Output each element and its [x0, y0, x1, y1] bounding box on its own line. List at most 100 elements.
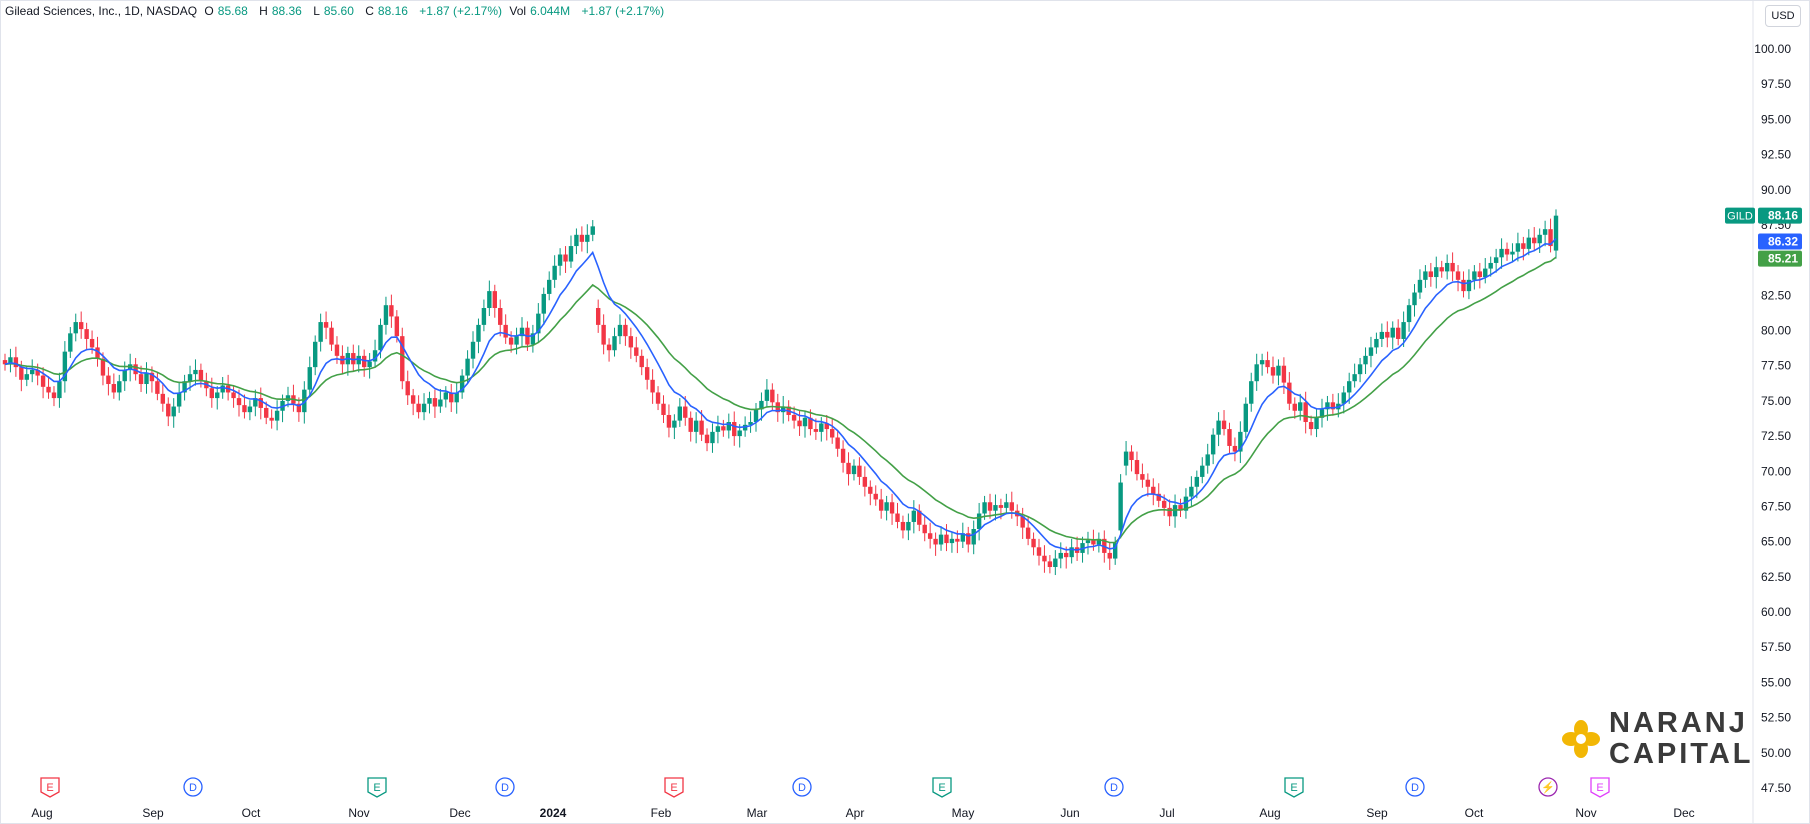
candle-body — [601, 324, 606, 345]
candle-body — [944, 534, 949, 544]
x-tick-label: May — [952, 806, 975, 820]
y-tick-label: 67.50 — [1761, 499, 1791, 513]
candle-body — [884, 502, 889, 511]
x-tick-label: Nov — [1575, 806, 1596, 820]
candle-body — [1281, 365, 1287, 383]
x-tick-label: 2024 — [540, 806, 567, 820]
candle-body — [563, 254, 568, 262]
candle-body — [906, 521, 911, 531]
candle-body — [634, 347, 639, 356]
candle-body — [106, 375, 111, 385]
candle-body — [873, 493, 878, 500]
candle-body — [1009, 502, 1014, 511]
x-tick-label: Aug — [31, 806, 52, 820]
event-label: D — [798, 782, 806, 794]
candle-body — [122, 369, 127, 382]
candle-body — [1254, 364, 1259, 382]
logo: NARANJ CAPITAL — [1561, 708, 1754, 770]
candle-body — [1020, 516, 1025, 528]
logo-line-1: NARANJ — [1609, 707, 1748, 739]
close-value: 88.16 — [377, 4, 408, 18]
candle-body — [356, 355, 361, 365]
candle-body — [318, 322, 323, 342]
candle-body — [1064, 552, 1069, 558]
event-marker[interactable] — [1538, 777, 1558, 797]
event-marker[interactable] — [792, 777, 812, 797]
candle-body — [1319, 409, 1325, 418]
candle-body — [710, 431, 715, 444]
event-marker[interactable] — [1284, 777, 1304, 798]
event-marker[interactable] — [1590, 777, 1610, 798]
candle-body — [1493, 257, 1499, 263]
candle-body — [862, 476, 868, 487]
candle-body — [459, 375, 465, 393]
y-tick-label: 57.50 — [1761, 640, 1791, 654]
candle-body — [976, 513, 982, 529]
candle-body — [1488, 262, 1493, 269]
candle-body — [400, 336, 405, 382]
event-label: D — [1110, 782, 1118, 794]
y-tick-label: 82.50 — [1761, 288, 1791, 302]
event-marker[interactable] — [1104, 777, 1124, 797]
event-marker[interactable] — [183, 777, 203, 797]
candle-body — [1314, 417, 1319, 430]
candle-body — [1434, 267, 1439, 278]
candle-body — [258, 398, 263, 408]
price-label-box — [1758, 250, 1802, 267]
candle-body — [1532, 237, 1537, 244]
y-tick-label: 62.50 — [1761, 570, 1791, 584]
event-marker[interactable] — [1405, 777, 1425, 797]
candle-body — [40, 375, 46, 387]
candle-body — [133, 364, 138, 375]
candle-body — [1172, 505, 1178, 517]
candle-body — [1542, 229, 1548, 235]
candle-body — [149, 372, 155, 382]
event-marker[interactable] — [932, 777, 952, 798]
event-label: E — [670, 782, 677, 794]
candle-body — [1499, 248, 1504, 258]
candle-body — [672, 420, 677, 428]
candle-body — [797, 420, 802, 427]
candle-body — [144, 372, 149, 385]
event-marker[interactable] — [40, 777, 60, 798]
volume-key: Vol — [509, 4, 527, 18]
change-value: +1.87 (+2.17%) — [419, 4, 503, 18]
candle-body — [247, 406, 253, 413]
event-marker[interactable] — [367, 777, 387, 798]
candle-body — [742, 424, 748, 431]
candle-body — [1444, 262, 1450, 272]
candle-body — [819, 423, 824, 432]
candle-body — [476, 324, 481, 342]
symbol-title[interactable]: Gilead Sciences, Inc., 1D, NASDAQ — [5, 4, 198, 18]
candle-body — [465, 358, 470, 376]
candle-body — [623, 324, 628, 337]
candle-body — [1504, 248, 1510, 255]
candle-body — [410, 395, 416, 404]
candle-body — [492, 291, 497, 309]
candle-body — [1069, 547, 1074, 558]
candle-body — [89, 338, 95, 348]
event-label: D — [1411, 782, 1419, 794]
candle-body — [176, 392, 182, 407]
event-label: D — [189, 782, 197, 794]
x-tick-label: Jul — [1159, 806, 1174, 820]
candle-body — [1167, 507, 1172, 517]
candle-body — [438, 399, 443, 407]
event-marker[interactable] — [664, 777, 684, 798]
event-marker[interactable] — [495, 777, 515, 797]
candle-body — [813, 429, 819, 432]
currency-button[interactable]: USD — [1765, 5, 1801, 27]
candle-body — [1238, 431, 1243, 452]
candle-body — [808, 417, 813, 430]
candle-body — [1483, 268, 1488, 278]
candle-body — [683, 406, 688, 418]
x-tick-label: Apr — [846, 806, 865, 820]
candle-body — [748, 422, 753, 425]
candle-body — [1428, 271, 1434, 278]
candle-body — [416, 403, 421, 413]
price-label-value: 88.16 — [1768, 209, 1798, 223]
candle-body — [579, 234, 585, 242]
candle-body — [62, 351, 68, 382]
candle-body — [971, 528, 976, 545]
